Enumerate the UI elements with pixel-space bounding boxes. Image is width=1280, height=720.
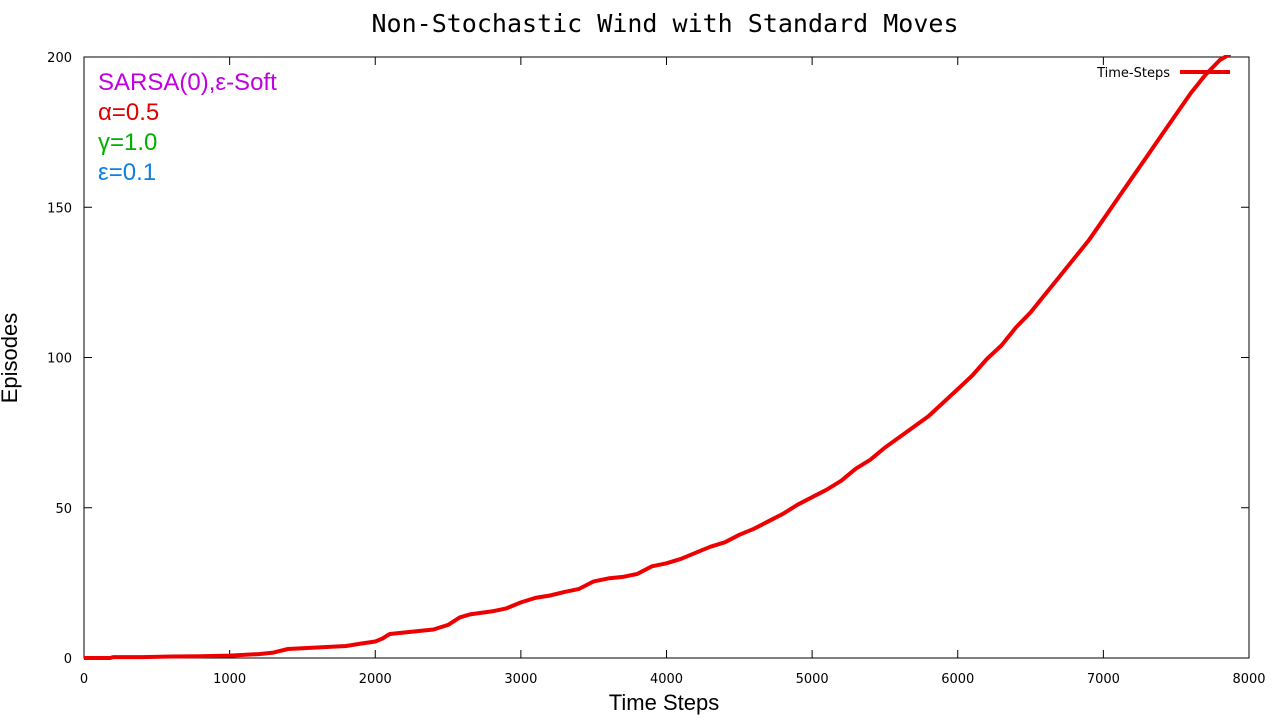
plot-frame <box>83 56 1250 659</box>
y-axis-label: Episodes <box>0 313 22 404</box>
legend-label-time-steps: Time-Steps <box>1096 66 1170 81</box>
parameter-annotation: α=0.5 <box>98 99 159 126</box>
x-tick-label: 2000 <box>359 672 392 687</box>
axis-ticks <box>83 56 1250 659</box>
axis-tick-labels: 0 1000 2000 3000 4000 5000 6000 7000 8000 0 50 100 1… <box>47 51 1265 687</box>
x-tick-label: 3000 <box>504 672 537 687</box>
parameter-annotation: SARSA(0),ε-Soft <box>98 69 277 96</box>
x-tick-label: 0 <box>80 672 88 687</box>
y-tick-label: 150 <box>47 201 72 216</box>
x-tick-label: 5000 <box>796 672 829 687</box>
parameter-annotation: ε=0.1 <box>98 159 156 186</box>
y-tick-label: 50 <box>55 502 72 517</box>
parameter-annotation: γ=1.0 <box>98 129 157 156</box>
chart-title: Non-Stochastic Wind with Standard Moves <box>372 9 959 38</box>
y-tick-label: 100 <box>47 352 72 367</box>
x-tick-label: 7000 <box>1087 672 1120 687</box>
x-tick-label: 4000 <box>650 672 683 687</box>
series-layer <box>84 55 1232 660</box>
y-tick-label: 200 <box>47 51 72 66</box>
x-axis-label: Time Steps <box>609 690 719 715</box>
x-tick-label: 8000 <box>1232 672 1265 687</box>
legend: Time-Steps <box>1096 66 1230 81</box>
y-tick-label: 0 <box>64 652 72 667</box>
x-tick-label: 6000 <box>941 672 974 687</box>
x-tick-label: 1000 <box>213 672 246 687</box>
parameter-annotations: SARSA(0),ε-Soft α=0.5 γ=1.0 ε=0.1 <box>98 69 277 186</box>
series-line-time-steps <box>84 55 1232 660</box>
